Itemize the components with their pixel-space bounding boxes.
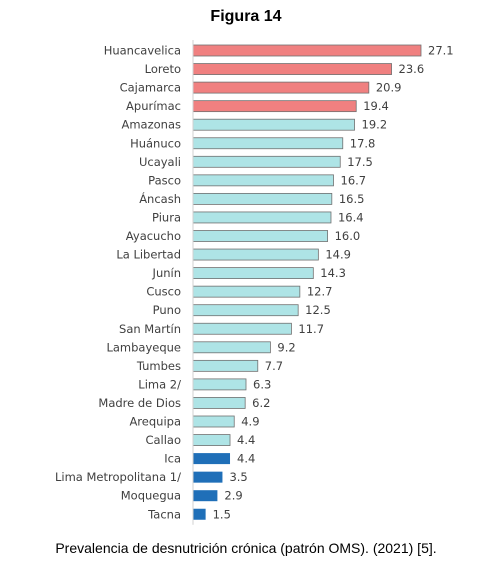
category-label: Callao [145, 433, 181, 447]
value-label: 14.9 [325, 248, 351, 262]
bar [192, 434, 231, 446]
category-label: Apurímac [126, 99, 181, 113]
category-label: Lima 2/ [138, 377, 181, 391]
bar [192, 285, 301, 298]
value-label: 9.2 [277, 340, 295, 354]
bar [192, 137, 344, 150]
value-label: 11.7 [298, 322, 324, 336]
category-label: Pasco [148, 173, 181, 187]
value-label: 12.7 [307, 285, 333, 299]
bar [193, 453, 231, 465]
bar [192, 174, 334, 187]
category-label: Ica [164, 452, 181, 466]
category-label: Ucayali [139, 155, 181, 169]
category-label: Huancavelica [104, 44, 181, 58]
category-label: Áncash [139, 191, 181, 206]
bar [193, 471, 223, 483]
bar [192, 63, 392, 75]
bar [192, 267, 314, 280]
value-label: 27.1 [428, 44, 454, 58]
value-label: 14.3 [320, 266, 346, 280]
category-label: San Martín [119, 322, 181, 336]
bar [192, 81, 370, 94]
category-label: Moquegua [121, 489, 181, 503]
category-label: La Libertad [116, 248, 181, 262]
value-label: 16.0 [335, 229, 361, 243]
category-label: Loreto [145, 62, 181, 76]
value-label: 16.4 [338, 210, 364, 224]
category-label: Huánuco [130, 136, 181, 150]
category-label: Puno [153, 303, 181, 317]
category-label: Lima Metropolitana 1/ [55, 470, 181, 484]
value-label: 17.8 [350, 136, 376, 150]
value-label: 6.2 [252, 396, 270, 410]
value-label: 4.4 [237, 433, 255, 447]
bar [192, 155, 341, 168]
category-label: Tacna [147, 507, 181, 521]
category-label: Cusco [146, 285, 181, 299]
value-label: 7.7 [265, 359, 283, 373]
category-label: Arequipa [129, 415, 181, 429]
bar [192, 415, 235, 428]
figure-caption: Prevalencia de desnutrición crónica (pat… [55, 540, 437, 556]
bar [192, 397, 246, 409]
category-label: Madre de Dios [98, 396, 181, 410]
value-label: 19.4 [363, 99, 389, 113]
value-label: 4.9 [241, 415, 259, 429]
bar [192, 118, 355, 131]
value-label: 20.9 [376, 81, 402, 95]
category-label: Cajamarca [120, 81, 181, 95]
category-label: Piura [152, 210, 181, 224]
bar [192, 341, 271, 354]
value-label: 17.5 [347, 155, 373, 169]
value-label: 6.3 [253, 377, 271, 391]
bar [192, 248, 319, 261]
bar [193, 508, 206, 520]
category-label: Ayacucho [126, 229, 181, 243]
value-label: 16.5 [339, 192, 365, 206]
value-label: 23.6 [399, 62, 425, 76]
value-label: 2.9 [224, 489, 242, 503]
bar [192, 359, 259, 372]
category-label: Junín [152, 266, 181, 280]
value-label: 3.5 [229, 470, 247, 484]
category-label: Amazonas [121, 118, 181, 132]
bar [192, 378, 247, 391]
value-label: 12.5 [305, 303, 331, 317]
bar [192, 322, 292, 335]
bar [192, 100, 357, 113]
bar [192, 44, 422, 57]
category-label: Tumbes [136, 359, 181, 373]
bar [192, 211, 332, 224]
value-label: 4.4 [237, 452, 255, 466]
figure-title: Figura 14 [210, 8, 282, 25]
value-label: 16.7 [341, 173, 367, 187]
bar [193, 490, 218, 502]
bar [192, 304, 299, 317]
value-label: 19.2 [362, 118, 388, 132]
category-label: Lambayeque [106, 340, 181, 354]
bar [192, 192, 333, 205]
bar [192, 230, 329, 242]
value-label: 1.5 [213, 507, 231, 521]
